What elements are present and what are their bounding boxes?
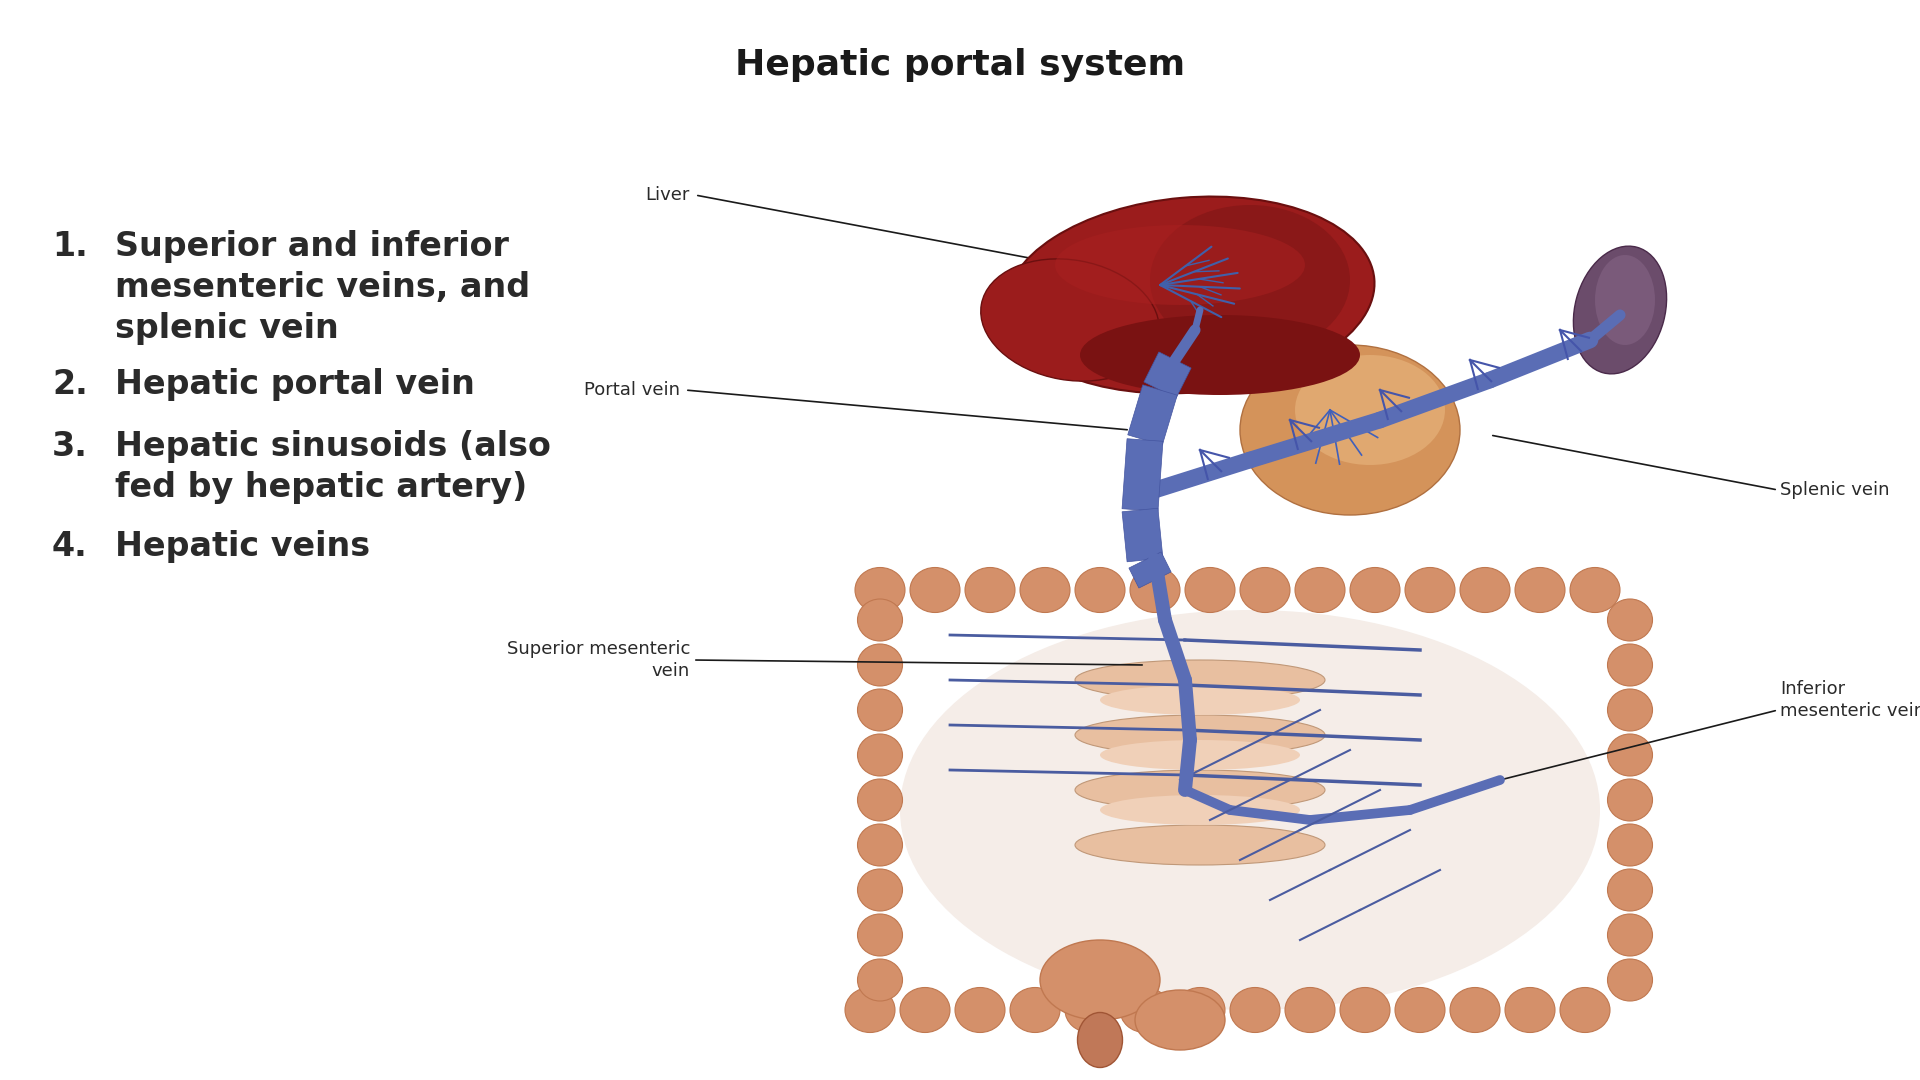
Ellipse shape: [1240, 345, 1459, 515]
Text: Portal vein: Portal vein: [584, 381, 680, 399]
Ellipse shape: [1515, 567, 1565, 612]
Ellipse shape: [1607, 869, 1653, 912]
Ellipse shape: [981, 259, 1160, 381]
Polygon shape: [1127, 384, 1177, 445]
Ellipse shape: [1572, 246, 1667, 374]
Text: 4.: 4.: [52, 530, 88, 563]
Ellipse shape: [1075, 660, 1325, 700]
Ellipse shape: [1450, 987, 1500, 1032]
Ellipse shape: [1571, 567, 1620, 612]
Ellipse shape: [1231, 987, 1281, 1032]
Ellipse shape: [1185, 567, 1235, 612]
Text: Superior and inferior
mesenteric veins, and
splenic vein: Superior and inferior mesenteric veins, …: [115, 230, 530, 345]
Text: 2.: 2.: [52, 368, 88, 401]
Ellipse shape: [910, 567, 960, 612]
Ellipse shape: [1079, 315, 1359, 395]
Ellipse shape: [1284, 987, 1334, 1032]
Ellipse shape: [1077, 1013, 1123, 1067]
Ellipse shape: [1100, 685, 1300, 715]
Ellipse shape: [1607, 914, 1653, 956]
Ellipse shape: [1607, 824, 1653, 866]
Ellipse shape: [1459, 567, 1509, 612]
Ellipse shape: [1505, 987, 1555, 1032]
Ellipse shape: [1100, 740, 1300, 770]
Ellipse shape: [1075, 825, 1325, 865]
Ellipse shape: [1006, 197, 1375, 393]
Text: Hepatic sinusoids (also
fed by hepatic artery): Hepatic sinusoids (also fed by hepatic a…: [115, 430, 551, 503]
Text: Liver: Liver: [645, 186, 689, 204]
Ellipse shape: [858, 869, 902, 912]
Text: Hepatic veins: Hepatic veins: [115, 530, 371, 563]
Ellipse shape: [1131, 567, 1181, 612]
Ellipse shape: [1175, 987, 1225, 1032]
Text: Hepatic portal vein: Hepatic portal vein: [115, 368, 474, 401]
Ellipse shape: [1240, 567, 1290, 612]
Polygon shape: [1121, 438, 1164, 511]
Ellipse shape: [1596, 255, 1655, 345]
Ellipse shape: [1607, 779, 1653, 821]
Ellipse shape: [1340, 987, 1390, 1032]
Ellipse shape: [1607, 959, 1653, 1001]
Ellipse shape: [1066, 987, 1116, 1032]
Ellipse shape: [1020, 567, 1069, 612]
Ellipse shape: [854, 567, 904, 612]
Ellipse shape: [858, 644, 902, 686]
Ellipse shape: [858, 959, 902, 1001]
Ellipse shape: [858, 599, 902, 642]
Ellipse shape: [1607, 734, 1653, 777]
Ellipse shape: [1041, 940, 1160, 1020]
Ellipse shape: [1607, 599, 1653, 642]
Ellipse shape: [1075, 715, 1325, 755]
Ellipse shape: [845, 987, 895, 1032]
Ellipse shape: [900, 610, 1599, 1010]
Ellipse shape: [858, 914, 902, 956]
Text: Splenic vein: Splenic vein: [1780, 481, 1889, 499]
Polygon shape: [1144, 352, 1190, 399]
Ellipse shape: [1075, 770, 1325, 810]
Ellipse shape: [1010, 987, 1060, 1032]
Ellipse shape: [1294, 567, 1346, 612]
Polygon shape: [1121, 509, 1164, 562]
Ellipse shape: [966, 567, 1016, 612]
Ellipse shape: [1405, 567, 1455, 612]
Ellipse shape: [1150, 205, 1350, 355]
Polygon shape: [1129, 552, 1171, 588]
Ellipse shape: [1607, 689, 1653, 731]
Ellipse shape: [1135, 990, 1225, 1050]
Ellipse shape: [1054, 225, 1306, 305]
Text: 3.: 3.: [52, 430, 88, 463]
Ellipse shape: [858, 824, 902, 866]
Text: Superior mesenteric
vein: Superior mesenteric vein: [507, 639, 689, 680]
Ellipse shape: [858, 779, 902, 821]
Ellipse shape: [1350, 567, 1400, 612]
Ellipse shape: [954, 987, 1004, 1032]
Ellipse shape: [900, 987, 950, 1032]
Text: 1.: 1.: [52, 230, 88, 264]
Ellipse shape: [1607, 644, 1653, 686]
Text: Hepatic portal system: Hepatic portal system: [735, 48, 1185, 82]
Ellipse shape: [858, 689, 902, 731]
Text: Inferior
mesenteric vein: Inferior mesenteric vein: [1780, 680, 1920, 720]
Ellipse shape: [1294, 355, 1446, 465]
Ellipse shape: [1075, 567, 1125, 612]
Ellipse shape: [1119, 987, 1169, 1032]
Ellipse shape: [1396, 987, 1446, 1032]
Ellipse shape: [1100, 795, 1300, 825]
Ellipse shape: [858, 734, 902, 777]
Ellipse shape: [1559, 987, 1611, 1032]
